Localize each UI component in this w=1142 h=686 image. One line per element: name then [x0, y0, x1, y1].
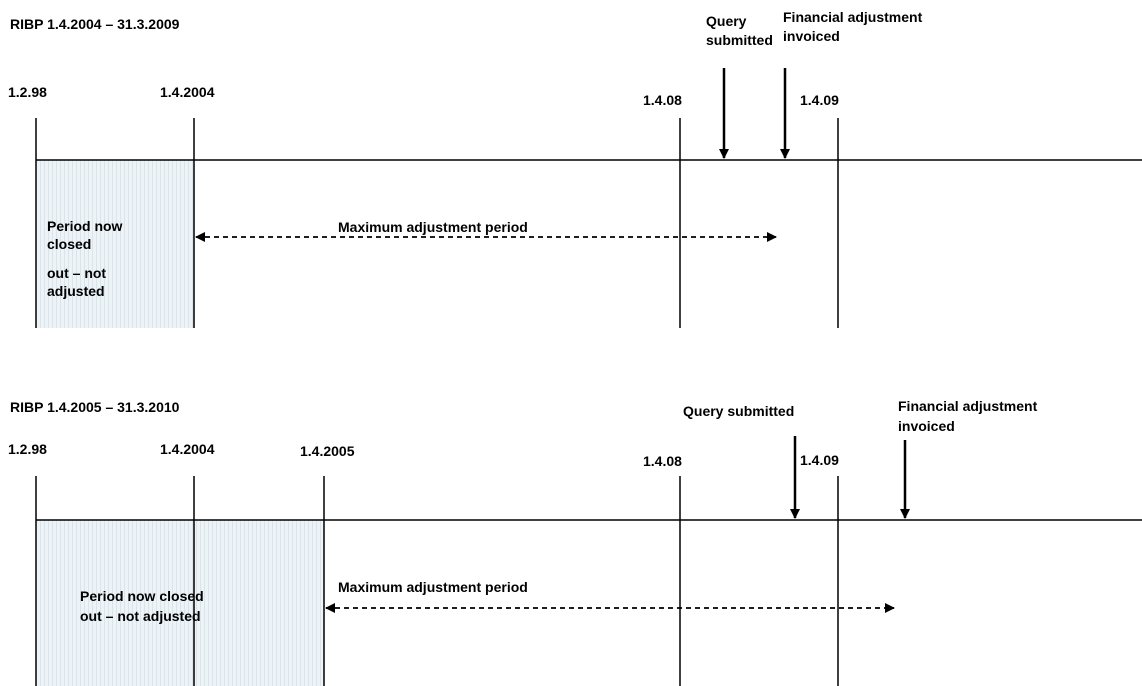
closed-period-label: adjusted — [47, 283, 105, 299]
closed-period-label: out – not adjusted — [80, 608, 201, 624]
date-label: 1.4.2004 — [160, 84, 215, 100]
date-label: 1.4.2004 — [160, 441, 215, 457]
financial-adjustment-label: Financial adjustment — [898, 398, 1038, 414]
financial-adjustment-label: Financial adjustment — [783, 9, 923, 25]
date-label: 1.4.08 — [643, 92, 682, 108]
date-label: 1.4.08 — [643, 453, 682, 469]
diagram-title: RIBP 1.4.2005 – 31.3.2010 — [10, 399, 180, 415]
timeline-2 — [35, 436, 1142, 686]
closed-period-label: Period now — [47, 218, 123, 234]
query-submitted-label: Query — [706, 13, 747, 29]
date-label: 1.4.09 — [800, 92, 839, 108]
date-label: 1.4.09 — [800, 452, 839, 468]
adjustment-period-label: Maximum adjustment period — [338, 579, 528, 595]
closed-period-shading — [36, 160, 194, 328]
closed-period-label: Period now closed — [80, 588, 204, 604]
query-submitted-label: Query submitted — [683, 403, 795, 419]
date-label: 1.2.98 — [8, 84, 47, 100]
adjustment-period-label: Maximum adjustment period — [338, 219, 528, 235]
timeline-1 — [35, 68, 1142, 328]
closed-period-shading — [36, 520, 324, 686]
diagram-title: RIBP 1.4.2004 – 31.3.2009 — [10, 16, 180, 32]
date-label: 1.2.98 — [8, 441, 47, 457]
closed-period-label: out – not — [47, 265, 107, 281]
financial-adjustment-label: invoiced — [783, 28, 840, 44]
date-label: 1.4.2005 — [300, 443, 355, 459]
financial-adjustment-label: invoiced — [898, 418, 955, 434]
closed-period-label: closed — [47, 236, 92, 252]
query-submitted-label: submitted — [706, 32, 773, 48]
